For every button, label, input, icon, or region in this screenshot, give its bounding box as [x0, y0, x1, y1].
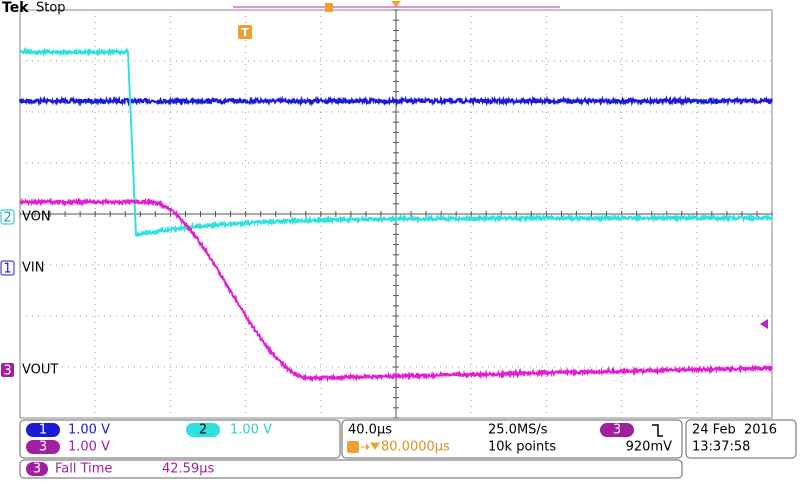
run-status: Stop: [36, 1, 66, 16]
brand: Tek: [2, 0, 29, 16]
time-scale: 40.0µs: [348, 423, 392, 438]
ch1-scale: 1.00 V: [68, 423, 110, 438]
ch3-label: VOUT: [22, 363, 58, 378]
measurement-channel: 3: [33, 462, 41, 477]
ch2-badge: [186, 423, 220, 437]
trigger-source: 3: [613, 423, 621, 438]
ch1-badge-number: 1: [39, 423, 47, 438]
channel-panel: [19, 419, 341, 459]
ch2-marker: [0, 209, 15, 225]
measurement-panel: [19, 459, 683, 479]
ch1-trace: [19, 95, 773, 107]
ch2-trace: [19, 46, 773, 237]
graticule: [19, 9, 773, 419]
date: 24 Feb 2016: [692, 423, 777, 438]
measurement-name: Fall Time: [55, 462, 112, 477]
trigger-level: 920mV: [626, 440, 672, 455]
ch1-number: 1: [3, 262, 11, 277]
ch3-badge: [26, 440, 60, 454]
trigger-slope: [652, 424, 663, 437]
ch1-badge: [26, 423, 60, 437]
measurement-badge: [26, 462, 48, 476]
ch3-scale: 1.00 V: [68, 440, 110, 455]
time-position: 80.0000µs: [381, 440, 450, 455]
datetime-panel: [685, 419, 797, 459]
ch3-badge-number: 3: [39, 440, 47, 455]
time: 13:37:58: [692, 440, 750, 455]
position-marker: [391, 1, 401, 7]
ch3-trace: [19, 196, 773, 383]
ch1-marker: [0, 260, 15, 276]
trigger-source-badge: [600, 423, 634, 437]
ch3-number: 3: [3, 364, 11, 379]
trigger-marker: T: [241, 26, 249, 39]
ch2-number: 2: [3, 211, 11, 226]
trigger-icon: [238, 25, 252, 39]
timebase-panel: [341, 419, 683, 459]
position-arrow: [361, 442, 380, 451]
sample-rate: 25.0MS/s: [488, 423, 548, 438]
ch2-label: VON: [22, 210, 51, 225]
ch2-scale: 1.00 V: [230, 423, 272, 438]
trigger-level-marker: [760, 319, 768, 329]
position-icon: [347, 441, 359, 453]
record-length: 10k points: [488, 440, 556, 455]
ch2-badge-number: 2: [199, 423, 207, 438]
ch3-marker: [1, 363, 14, 377]
ch1-label: VIN: [22, 261, 44, 276]
measurement-value: 42.59µs: [162, 462, 214, 477]
record-window: [325, 3, 333, 12]
